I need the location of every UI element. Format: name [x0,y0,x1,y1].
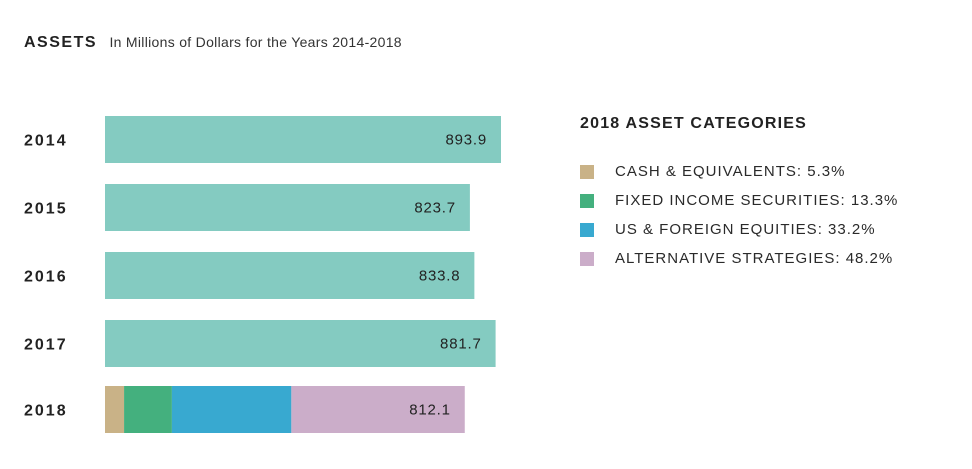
legend-label-cash: CASH & EQUIVALENTS: 5.3% [615,163,846,180]
category-label-2014: 2014 [24,133,68,150]
legend-label-alternative: ALTERNATIVE STRATEGIES: 48.2% [615,250,894,267]
value-label-2017: 881.7 [440,336,482,353]
bar-segment-2018-3 [291,386,465,433]
legend-label-equities: US & FOREIGN EQUITIES: 33.2% [615,221,876,238]
legend-swatch-alternative [580,251,594,266]
bar-2016 [105,252,475,299]
bar-2015 [105,184,470,231]
chart-header: ASSETS In Millions of Dollars for the Ye… [24,34,402,52]
legend-item-equities: US & FOREIGN EQUITIES: 33.2% [580,215,898,244]
bar-segment-2018-1 [124,386,172,433]
legend-label-fixed-income: FIXED INCOME SECURITIES: 13.3% [615,192,899,209]
chart-subtitle: In Millions of Dollars for the Years 201… [109,34,402,50]
bar-2014 [105,116,501,163]
category-label-2018: 2018 [24,403,68,420]
category-label-2016: 2016 [24,269,68,286]
legend-title: 2018 ASSET CATEGORIES [580,115,808,132]
bar-segment-2018-2 [171,386,292,433]
bar-segment-2018-0 [105,386,125,433]
category-label-2017: 2017 [24,337,68,354]
legend-item-cash: CASH & EQUIVALENTS: 5.3% [580,157,898,186]
bar-2017 [105,320,496,367]
legend-swatch-cash [580,164,594,179]
legend-item-fixed-income: FIXED INCOME SECURITIES: 13.3% [580,186,898,215]
legend-swatch-equities [580,222,594,237]
legend-item-alternative: ALTERNATIVE STRATEGIES: 48.2% [580,244,898,273]
chart-title: ASSETS [24,34,98,51]
value-label-2015: 823.7 [414,200,456,217]
category-label-2015: 2015 [24,201,68,218]
value-label-2018: 812.1 [409,402,451,419]
legend-swatch-fixed-income [580,193,594,208]
value-label-2014: 893.9 [445,132,487,149]
legend: 2018 ASSET CATEGORIES CASH & EQUIVALENTS… [580,115,898,273]
value-label-2016: 833.8 [419,268,461,285]
